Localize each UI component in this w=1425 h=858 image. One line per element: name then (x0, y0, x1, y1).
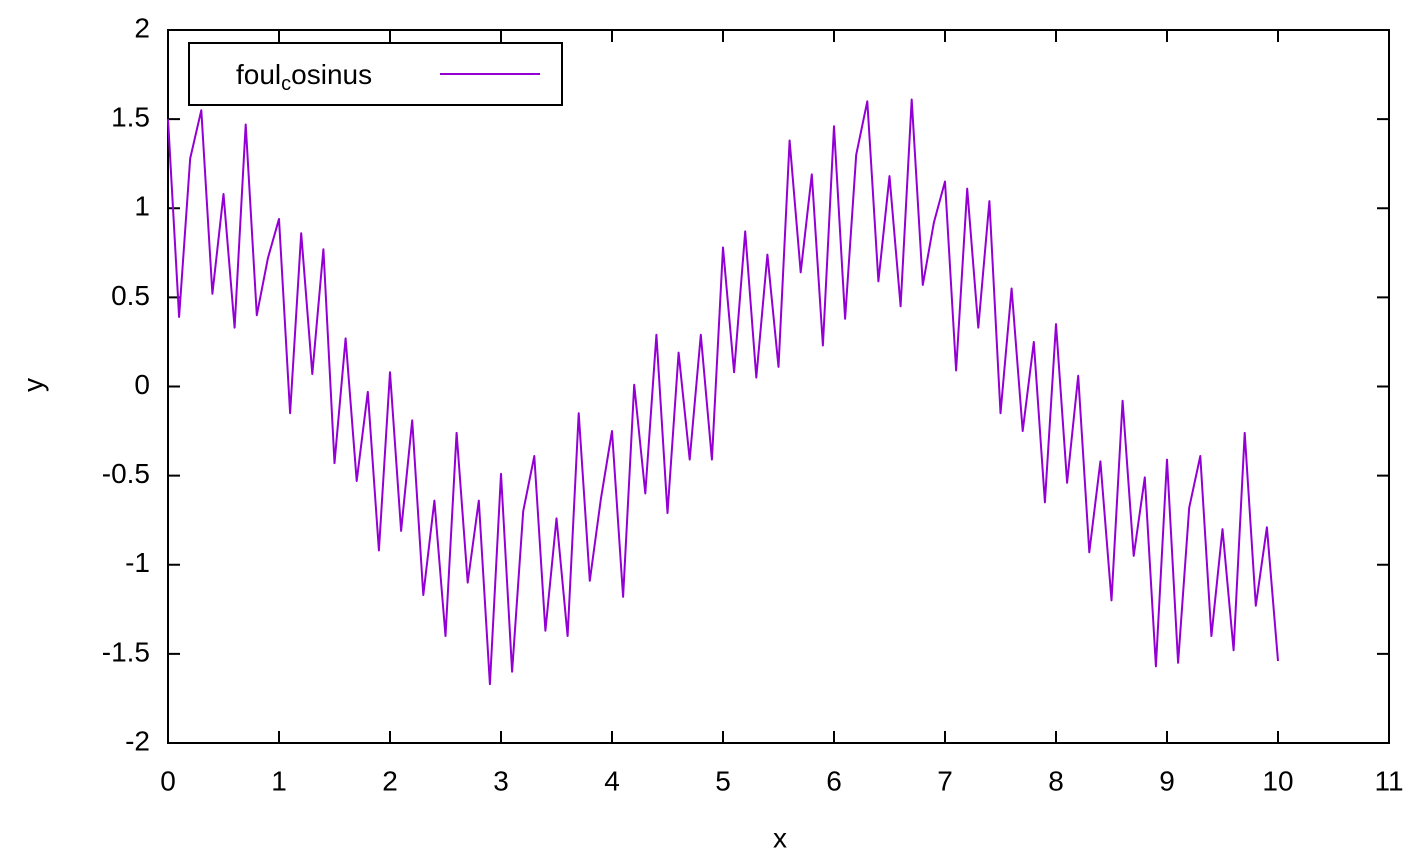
x-tick-label: 10 (1262, 765, 1293, 796)
y-tick-label: 0 (134, 369, 150, 400)
y-tick-label: 1 (134, 191, 150, 222)
legend-label-part: foul (236, 59, 281, 90)
x-tick-label: 11 (1374, 765, 1403, 796)
x-tick-label: 8 (1048, 765, 1064, 796)
x-tick-label: 2 (382, 765, 398, 796)
x-tick-label: 7 (937, 765, 953, 796)
y-tick-label: -1.5 (102, 636, 150, 667)
data-line (167, 98, 1279, 686)
plot-frame (167, 29, 1390, 744)
y-tick-label: -2 (125, 725, 150, 756)
y-tick-label: 2 (134, 12, 150, 43)
legend: foulcosinus (188, 42, 563, 106)
y-axis-label: y (17, 378, 48, 392)
legend-label-part: c (281, 73, 291, 95)
x-axis-label: x (773, 822, 787, 853)
legend-label: foulcosinus (236, 59, 372, 95)
y-tick-label: -0.5 (102, 458, 150, 489)
y-tick-label: 0.5 (111, 280, 150, 311)
x-tick-label: 0 (160, 765, 176, 796)
y-tick-label: 1.5 (111, 102, 150, 133)
x-tick-label: 4 (604, 765, 620, 796)
legend-label-part: osinus (291, 59, 372, 90)
x-tick-label: 5 (715, 765, 731, 796)
y-tick-label: -1 (125, 547, 150, 578)
x-tick-label: 3 (493, 765, 509, 796)
x-tick-label: 6 (826, 765, 842, 796)
x-tick-label: 9 (1159, 765, 1175, 796)
x-tick-label: 1 (271, 765, 287, 796)
